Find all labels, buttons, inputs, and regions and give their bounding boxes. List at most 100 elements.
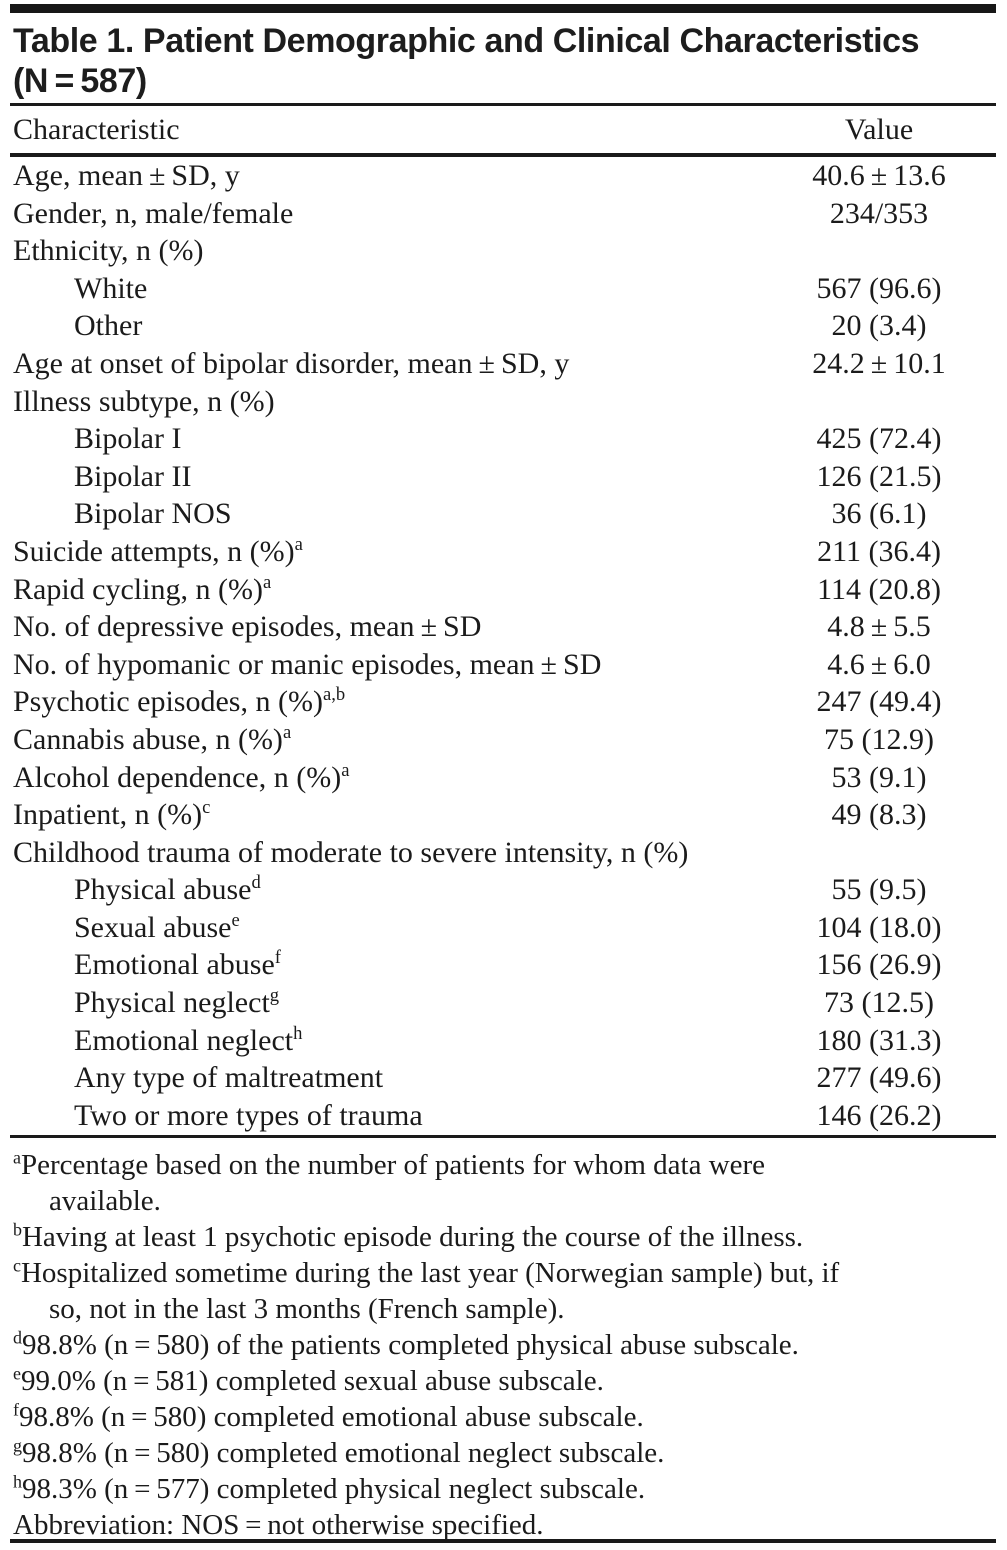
table-row: Emotional abusef 156 (26.9) [13,946,995,984]
row-label-text: Bipolar NOS [74,497,232,531]
row-value: 104 (18.0) [816,910,942,944]
footnote-marker: e [13,1363,21,1384]
table-row: Cannabis abuse, n (%)a 75 (12.9) [13,721,995,759]
column-header-characteristic: Characteristic [13,113,180,146]
table-row: Physical neglectg 73 (12.5) [13,984,995,1022]
row-label-text: Ethnicity, n (%) [13,234,204,268]
row-label-text: Physical abuse [74,873,252,907]
row-label-text: Cannabis abuse, n (%) [13,722,283,756]
footnotes: aPercentage based on the number of patie… [13,1147,995,1543]
row-value: 567 (96.6) [816,271,942,305]
header-divider-rule [10,153,996,157]
table-row: Inpatient, n (%)c 49 (8.3) [13,796,995,834]
row-label-text: No. of depressive episodes, mean ± SD [13,610,482,644]
column-header-row: Characteristic Value [13,107,995,153]
column-header-value: Value [844,113,914,146]
footnote-text: 98.8% (n = 580) completed emotional negl… [21,1437,665,1469]
table-row: Bipolar I 425 (72.4) [13,420,995,458]
table-row: Suicide attempts, n (%)a 211 (36.4) [13,533,995,571]
row-value: 146 (26.2) [816,1098,942,1132]
table-row: No. of hypomanic or manic episodes, mean… [13,646,995,684]
footnote-text: Hospitalized sometime during the last ye… [20,1257,840,1325]
footnote-marker: b [13,1219,22,1240]
row-label: Suicide attempts, n (%)a [13,533,763,571]
table-row: Bipolar II 126 (21.5) [13,458,995,496]
footnote-marker: g [13,1435,22,1456]
abbreviation-note: Abbreviation: NOS = not otherwise specif… [13,1507,995,1543]
row-label: Any type of maltreatment [13,1059,763,1097]
table-row: Age at onset of bipolar disorder, mean ±… [13,345,995,383]
table-row: Psychotic episodes, n (%)a,b 247 (49.4) [13,683,995,721]
footnote: e99.0% (n = 581) completed sexual abuse … [13,1363,995,1399]
row-label: Ethnicity, n (%) [13,232,763,270]
row-label-text: Any type of maltreatment [74,1061,384,1095]
row-label-text: White [74,271,148,305]
footnote: h98.3% (n = 577) completed physical negl… [13,1471,995,1507]
footnote-marker: c [13,1255,21,1276]
row-value: 114 (20.8) [817,572,941,606]
footnote-text: Percentage based on the number of patien… [20,1149,766,1217]
row-label-text: Alcohol dependence, n (%) [13,760,342,794]
table-title-line2: (N = 587) [13,62,147,100]
row-value: 53 (9.1) [831,760,927,794]
table-row: Sexual abusee 104 (18.0) [13,909,995,947]
row-value: 156 (26.9) [816,948,942,982]
row-value: 40.6 ± 13.6 [812,159,946,192]
row-label: White [13,270,763,308]
table-row: Physical abused 55 (9.5) [13,871,995,909]
row-label-text: Emotional abuse [74,948,275,982]
row-value: 126 (21.5) [816,459,942,493]
footnote-marker: h [13,1471,22,1492]
row-label: Childhood trauma of moderate to severe i… [13,834,763,872]
row-label-text: Bipolar II [74,459,192,493]
row-label-text: Gender, n, male/female [13,196,294,230]
superscript-marker: f [274,947,281,969]
row-value: 234/353 [829,196,929,230]
superscript-marker: h [293,1022,303,1044]
row-value: 180 (31.3) [816,1023,942,1057]
row-label-text: No. of hypomanic or manic episodes, mean… [13,647,602,681]
row-value: 425 (72.4) [816,422,942,456]
row-label-text: Childhood trauma of moderate to severe i… [13,835,689,869]
table-row: Two or more types of trauma 146 (26.2) [13,1097,995,1135]
row-label: Cannabis abuse, n (%)a [13,721,763,759]
row-label-text: Physical neglect [74,986,270,1020]
row-value: 277 (49.6) [816,1061,942,1095]
body-divider-rule [10,1135,996,1138]
table-row: Other 20 (3.4) [13,307,995,345]
superscript-marker: d [251,872,261,894]
row-label-text: Bipolar I [74,422,182,456]
superscript-marker: a,b [322,684,346,706]
footnote: g98.8% (n = 580) completed emotional neg… [13,1435,995,1471]
row-label: Bipolar II [13,458,763,496]
table-row: Emotional neglecth 180 (31.3) [13,1022,995,1060]
row-label-text: Two or more types of trauma [74,1098,423,1132]
superscript-marker: a [282,721,292,743]
row-label-text: Other [74,309,143,343]
footnote: f98.8% (n = 580) completed emotional abu… [13,1399,995,1435]
row-value [763,232,995,270]
table-row: Childhood trauma of moderate to severe i… [13,834,995,872]
table-row: Rapid cycling, n (%)a 114 (20.8) [13,571,995,609]
table-row: Illness subtype, n (%) [13,383,995,421]
row-value [763,834,995,872]
footnote-text: 98.8% (n = 580) completed emotional abus… [18,1401,644,1433]
footnote-marker: a [13,1147,21,1168]
footnote-text: 99.0% (n = 581) completed sexual abuse s… [20,1365,604,1397]
footnote-text: Abbreviation: NOS = not otherwise specif… [13,1509,544,1541]
row-label: Age at onset of bipolar disorder, mean ±… [13,345,763,383]
table-row: Any type of maltreatment 277 (49.6) [13,1059,995,1097]
row-label-text: Suicide attempts, n (%) [13,534,295,568]
row-label-text: Age, mean ± SD, y [13,159,240,192]
table-row: Alcohol dependence, n (%)a 53 (9.1) [13,759,995,797]
superscript-marker: a [262,571,272,593]
row-label: No. of hypomanic or manic episodes, mean… [13,646,763,684]
table-row: White 567 (96.6) [13,270,995,308]
row-label: Illness subtype, n (%) [13,383,763,421]
footnote-text: 98.8% (n = 580) of the patients complete… [21,1329,799,1361]
row-label: Age, mean ± SD, y [13,157,763,195]
superscript-marker: c [202,797,211,819]
row-label-text: Sexual abuse [74,910,232,944]
footnote: cHospitalized sometime during the last y… [13,1255,995,1327]
table-title-line1: Table 1. Patient Demographic and Clinica… [13,22,920,60]
